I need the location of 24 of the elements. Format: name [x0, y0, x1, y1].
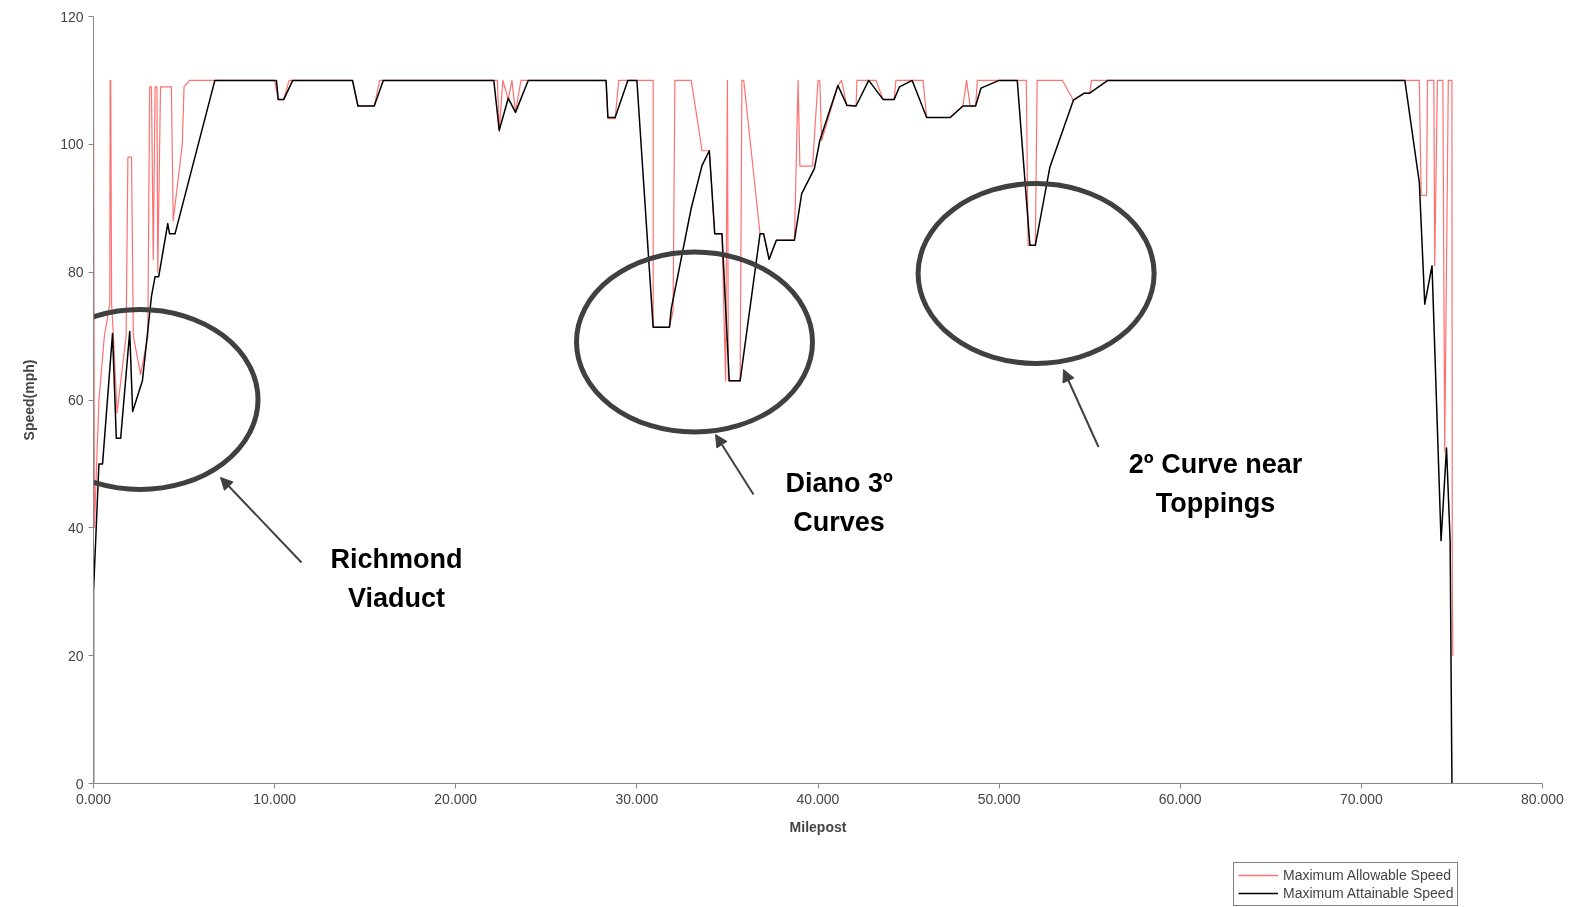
x-tick-label: 40.000 — [796, 790, 840, 807]
y-tick-label: 100 — [60, 136, 84, 153]
x-tick-label: 60.000 — [1158, 790, 1202, 807]
y-axis-title: Speed(mph) — [21, 359, 38, 441]
annotation: Diano 3º Curves — [785, 468, 893, 537]
annotation: 2º Curve near Toppings — [1128, 449, 1303, 518]
y-tick-label: 0 — [75, 775, 84, 792]
x-tick-label: 0.000 — [75, 790, 112, 807]
y-tick-label: 120 — [60, 8, 84, 25]
y-tick-label: 20 — [67, 647, 84, 664]
x-tick-label: 30.000 — [615, 790, 659, 807]
legend-label: Maximum Attainable Speed — [1283, 885, 1454, 901]
x-tick-label: 50.000 — [977, 790, 1021, 807]
x-tick-label: 20.000 — [434, 790, 478, 807]
x-axis-title: Milepost — [789, 818, 847, 835]
y-tick-label: 60 — [67, 392, 84, 408]
line-series — [93, 79, 1453, 784]
y-tick-label: 40 — [67, 519, 84, 536]
x-tick-label: 10.000 — [253, 790, 297, 807]
y-tick-label: 80 — [67, 264, 84, 281]
annotation: Richmond Viaduct — [330, 544, 463, 613]
x-tick-label: 70.000 — [1339, 790, 1383, 807]
legend-label: Maximum Allowable Speed — [1283, 867, 1452, 883]
x-tick-label: 80.000 — [1521, 790, 1565, 807]
